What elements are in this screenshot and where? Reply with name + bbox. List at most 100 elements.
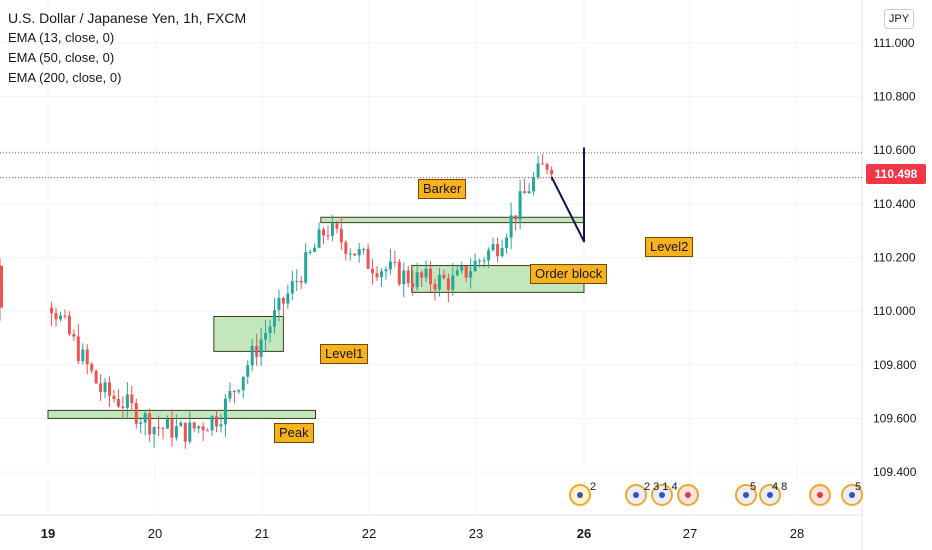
candle-body-118 — [541, 163, 545, 165]
candle-body-7 — [0, 290, 3, 308]
ema-lines — [550, 147, 585, 243]
candle-body-54 — [255, 345, 259, 357]
x-tick-label-0: 19 — [41, 526, 55, 541]
x-tick-label-3: 22 — [362, 526, 376, 541]
legend: U.S. Dollar / Japanese Yen, 1h, FXCM EMA… — [8, 8, 246, 88]
zone-1 — [213, 316, 284, 352]
candle-body-20 — [103, 382, 107, 393]
candle-body-120 — [550, 169, 554, 175]
annotation-level2[interactable]: Level2 — [645, 237, 694, 257]
candle-body-89 — [411, 283, 415, 288]
indicator-ema13[interactable]: EMA (13, close, 0) — [8, 30, 115, 45]
candle-body-73 — [339, 228, 343, 243]
candle-body-93 — [429, 268, 433, 285]
candle-body-68 — [317, 229, 321, 248]
y-tick-label-3: 110.000 — [873, 304, 916, 318]
candle-body-107 — [491, 244, 495, 251]
candle-body-41 — [197, 426, 201, 429]
event-marker-dot-1 — [633, 492, 639, 498]
candle-body-112 — [514, 215, 518, 220]
candle-body-58 — [272, 310, 276, 327]
candle-body-115 — [527, 191, 531, 194]
candle-body-117 — [536, 163, 540, 178]
candle-body-104 — [478, 260, 482, 262]
event-count-2: 5 — [750, 481, 756, 493]
annotation-order-block[interactable]: Order block — [530, 264, 608, 284]
candle-body-84 — [388, 261, 392, 270]
candle-body-23 — [116, 399, 120, 407]
candle-body-86 — [397, 261, 401, 285]
event-marker-dot-7 — [849, 492, 855, 498]
annotation-barker[interactable]: Barker — [418, 179, 467, 199]
event-count-4: 5 — [855, 481, 861, 493]
indicator-ema50[interactable]: EMA (50, close, 0) — [8, 50, 115, 65]
candle-body-103 — [473, 260, 477, 272]
zone-0 — [47, 409, 316, 419]
y-tick-label-0: 109.400 — [873, 465, 917, 479]
candle-body-44 — [210, 416, 214, 431]
candle-body-92 — [424, 268, 428, 278]
candle-body-40 — [192, 422, 196, 429]
candle-body-90 — [415, 272, 419, 288]
currency-button[interactable]: JPY — [884, 9, 914, 29]
candle-body-116 — [532, 177, 536, 192]
candle-body-25 — [125, 394, 129, 408]
event-marker-dot-2 — [659, 492, 665, 498]
candle-body-113 — [518, 191, 522, 220]
candle-body-43 — [206, 430, 210, 432]
x-tick-label-6: 27 — [683, 526, 697, 541]
candle-body-11 — [63, 315, 67, 317]
candle-body-80 — [371, 268, 375, 274]
x-tick-label-1: 20 — [148, 526, 162, 541]
candle-body-70 — [326, 235, 330, 237]
candle-body-24 — [121, 406, 125, 408]
candle-body-35 — [170, 419, 174, 438]
candle-body-56 — [264, 333, 268, 340]
candle-body-72 — [335, 223, 339, 229]
candle-body-95 — [437, 274, 441, 290]
candle-body-10 — [58, 315, 62, 320]
candle-body-69 — [322, 229, 326, 236]
candle-body-77 — [357, 249, 361, 256]
x-tick-label-4: 23 — [469, 526, 483, 541]
event-count-0: 2 — [590, 481, 596, 493]
candle-body-50 — [237, 390, 241, 392]
candle-body-88 — [406, 270, 410, 284]
candle-body-98 — [451, 275, 455, 290]
candle-body-94 — [433, 284, 437, 290]
candle-body-37 — [179, 422, 183, 427]
candle-body-46 — [219, 424, 223, 427]
candle-body-64 — [299, 280, 303, 283]
annotation-peak[interactable]: Peak — [274, 423, 314, 443]
candle-body-19 — [99, 383, 103, 393]
event-count-1: 2 3 1 4 — [644, 481, 678, 493]
x-tick-label-5: 26 — [577, 526, 591, 541]
candle-body-59 — [277, 297, 281, 311]
candle-body-34 — [165, 419, 169, 429]
candle-body-91 — [420, 272, 424, 278]
time-axis: 19 20 21 22 23 26 27 28 — [41, 526, 804, 541]
candle-body-65 — [304, 252, 308, 283]
candle-body-97 — [446, 278, 450, 290]
candle-body-87 — [402, 270, 406, 285]
event-marker-dot-5 — [767, 492, 773, 498]
candle-body-30 — [148, 413, 152, 435]
annotation-level1[interactable]: Level1 — [320, 344, 369, 364]
event-marker-dot-6 — [817, 492, 823, 498]
candle-body-45 — [215, 416, 219, 427]
candle-body-27 — [134, 403, 138, 424]
candle-body-60 — [281, 297, 285, 304]
candle-body-63 — [295, 280, 299, 282]
candle-body-52 — [246, 365, 250, 377]
candle-body-100 — [460, 266, 464, 271]
y-tick-label-7: 110.800 — [873, 90, 916, 104]
indicator-ema200[interactable]: EMA (200, close, 0) — [8, 70, 122, 85]
candle-body-66 — [308, 251, 312, 253]
candle-body-18 — [94, 370, 98, 384]
candle-body-62 — [290, 281, 294, 294]
candle-body-110 — [505, 237, 509, 248]
candle-body-85 — [393, 261, 397, 263]
candle-body-76 — [353, 253, 357, 256]
candle-body-21 — [108, 382, 112, 396]
